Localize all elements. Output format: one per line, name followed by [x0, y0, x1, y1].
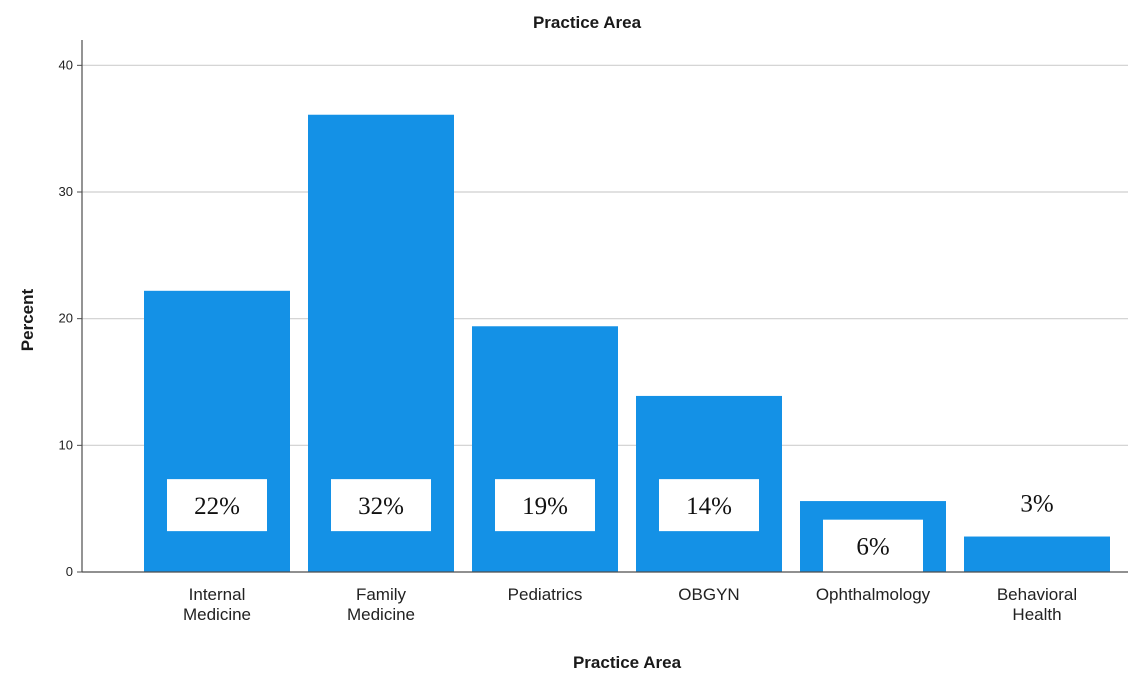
y-axis-ticks: 0 10 20 30 40: [59, 57, 82, 579]
data-label: 19%: [522, 493, 568, 520]
data-label: 22%: [194, 493, 240, 520]
data-label-box: [659, 479, 759, 532]
y-tick-label: 30: [59, 184, 73, 199]
y-tick-label: 20: [59, 311, 73, 326]
y-tick-label: 10: [59, 437, 73, 452]
x-tick-label: Health: [1012, 605, 1061, 624]
x-axis-categories: InternalMedicineFamilyMedicinePediatrics…: [183, 585, 1077, 624]
data-label-box: [495, 479, 595, 532]
y-tick-label: 40: [59, 57, 73, 72]
x-tick-label: Medicine: [183, 605, 251, 624]
data-label-box: [331, 479, 431, 532]
data-label-box: [167, 479, 267, 532]
data-label: 32%: [358, 493, 404, 520]
x-tick-label: Medicine: [347, 605, 415, 624]
x-tick-label: Pediatrics: [508, 585, 583, 604]
data-label: 3%: [1020, 491, 1053, 518]
y-axis-label: Percent: [18, 288, 37, 351]
y-tick-label: 0: [66, 564, 73, 579]
data-label-box: [823, 519, 923, 572]
chart-title: Practice Area: [533, 13, 642, 32]
x-tick-label: OBGYN: [678, 585, 739, 604]
x-axis-label: Practice Area: [573, 653, 682, 672]
x-tick-label: Family: [356, 585, 407, 604]
bars: [144, 114, 1110, 572]
data-labels: 22% 32% 19% 14% 6% 3%: [167, 479, 1054, 572]
data-label: 6%: [856, 534, 889, 561]
data-label: 14%: [686, 493, 732, 520]
x-tick-label: Internal: [189, 585, 246, 604]
x-tick-label: Behavioral: [997, 585, 1077, 604]
bar: [964, 536, 1110, 572]
bar: [472, 326, 618, 572]
x-tick-label: Ophthalmology: [816, 585, 931, 604]
